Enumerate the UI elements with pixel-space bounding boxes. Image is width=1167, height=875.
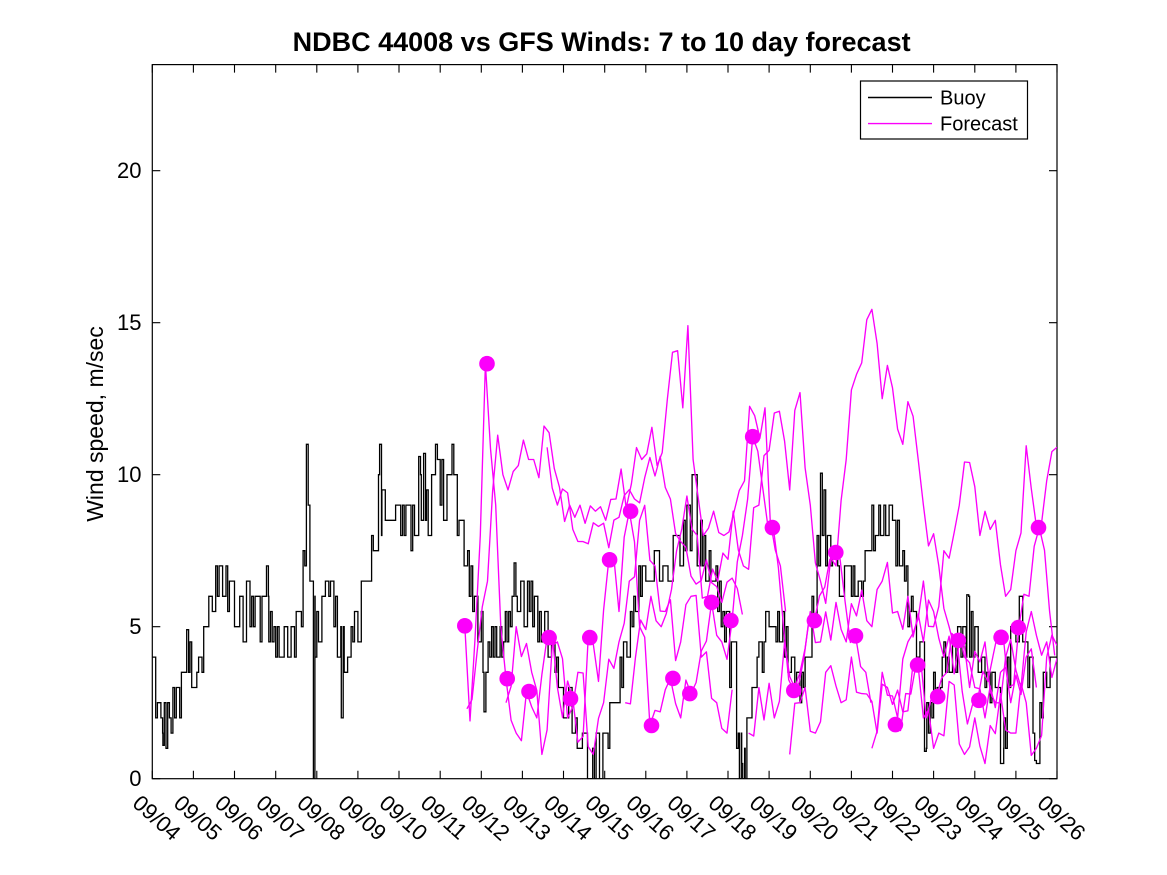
svg-text:NDBC 44008 vs GFS Winds: 7 to: NDBC 44008 vs GFS Winds: 7 to 10 day for… xyxy=(293,27,911,57)
svg-text:15: 15 xyxy=(117,310,141,335)
svg-text:Buoy: Buoy xyxy=(940,88,986,110)
svg-text:10: 10 xyxy=(117,462,141,487)
svg-text:0: 0 xyxy=(129,766,141,791)
svg-text:5: 5 xyxy=(129,614,141,639)
svg-text:Wind speed, m/sec: Wind speed, m/sec xyxy=(82,326,108,522)
svg-text:20: 20 xyxy=(117,158,141,183)
svg-text:Forecast: Forecast xyxy=(940,114,1018,136)
